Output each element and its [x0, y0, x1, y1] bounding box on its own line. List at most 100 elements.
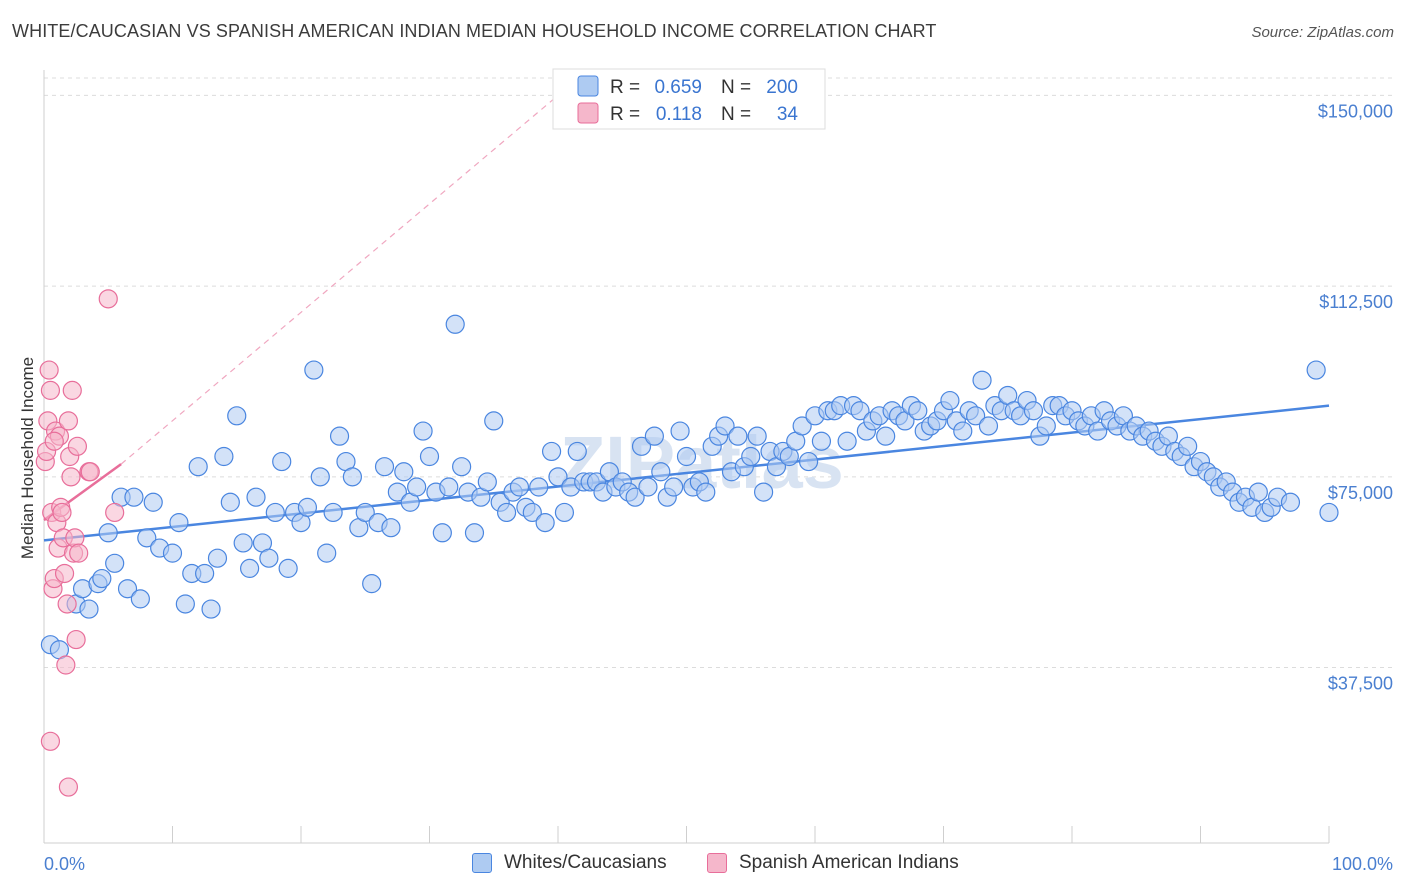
- legend-item-whites[interactable]: Whites/Caucasians: [472, 852, 667, 874]
- spanish-american-indians-point-4: [40, 380, 61, 400]
- whites-point-27: [233, 533, 253, 553]
- stats-swatch-blue: [577, 75, 599, 97]
- whites-point-189: [1280, 492, 1301, 512]
- x-tick-label-0: 0.0%: [44, 854, 85, 874]
- legend-label-spanish-american-indians: Spanish American Indians: [739, 852, 959, 873]
- whites-point-63: [464, 523, 485, 543]
- whites-point-40: [317, 543, 337, 563]
- whites-point-8: [105, 553, 125, 573]
- legend-item-spanish-american-indians[interactable]: Spanish American Indians: [707, 852, 959, 874]
- whites-point-73: [529, 477, 549, 497]
- whites-point-20: [188, 457, 208, 477]
- series-whites-points: [40, 314, 1339, 660]
- spanish-american-indians-point-18: [58, 411, 79, 431]
- spanish-american-indians-point-3: [39, 360, 59, 380]
- whites-point-89: [631, 436, 652, 456]
- whites-point-68: [497, 502, 517, 523]
- stats-n-label-1: N =: [721, 77, 751, 98]
- whites-point-49: [374, 457, 395, 477]
- whites-point-12: [130, 589, 150, 609]
- whites-point-31: [259, 548, 279, 568]
- whites-point-34: [278, 558, 298, 578]
- whites-point-21: [195, 563, 215, 584]
- spanish-american-indians-point-28: [80, 462, 100, 482]
- y-tick-label-0: $37,500: [1328, 674, 1393, 694]
- whites-point-29: [246, 487, 266, 507]
- whites-point-38: [304, 360, 324, 380]
- whites-point-16: [162, 543, 183, 563]
- whites-point-108: [753, 482, 774, 502]
- whites-point-66: [484, 411, 504, 431]
- whites-point-54: [407, 477, 427, 497]
- source-label: Source: ZipAtlas.com: [1251, 24, 1394, 41]
- stats-n-label-2: N =: [721, 104, 751, 125]
- spanish-american-indians-point-30: [105, 502, 125, 523]
- whites-point-142: [972, 370, 992, 390]
- whites-point-55: [413, 421, 433, 441]
- whites-point-56: [419, 446, 440, 467]
- series-spanish-american-indians-points: [35, 289, 125, 797]
- whites-point-18: [175, 594, 195, 614]
- whites-point-33: [272, 451, 292, 472]
- whites-point-22: [201, 599, 221, 619]
- whites-point-7: [98, 523, 118, 543]
- whites-point-37: [297, 497, 318, 517]
- whites-point-60: [445, 314, 465, 334]
- whites-point-11: [124, 487, 144, 507]
- whites-point-127: [876, 426, 896, 446]
- chart-title: WHITE/CAUCASIAN VS SPANISH AMERICAN INDI…: [12, 21, 937, 41]
- whites-point-95: [670, 421, 690, 441]
- whites-point-143: [978, 416, 999, 436]
- spanish-american-indians-point-31: [40, 731, 61, 751]
- trend-lines: [43, 94, 1330, 542]
- whites-point-42: [329, 426, 350, 446]
- whites-point-52: [394, 462, 414, 482]
- whites-point-117: [811, 431, 832, 451]
- whites-point-6: [92, 568, 112, 589]
- stats-r-label-1: R =: [610, 77, 640, 98]
- whites-point-50: [381, 518, 401, 538]
- spanish-american-indians-point-21: [62, 380, 82, 400]
- spanish-american-indians-point-25: [67, 436, 88, 456]
- whites-point-94: [664, 477, 684, 497]
- whites-point-106: [741, 446, 761, 467]
- grid-lines: [44, 77, 1394, 669]
- whites-point-150: [1023, 401, 1044, 421]
- whites-point-152: [1036, 416, 1056, 436]
- whites-point-102: [715, 416, 735, 436]
- whites-point-91: [644, 426, 664, 446]
- stats-n-value-1: 200: [766, 77, 798, 98]
- whites-point-79: [567, 441, 587, 462]
- stats-r-value-1: 0.659: [654, 77, 702, 98]
- whites-point-160: [1088, 421, 1108, 441]
- whites-point-141: [966, 406, 986, 426]
- whites-point-14: [143, 492, 163, 512]
- whites-point-44: [342, 467, 362, 487]
- y-tick-label-3: $150,000: [1318, 101, 1393, 121]
- whites-point-61: [452, 457, 472, 477]
- whites-point-28: [240, 558, 260, 578]
- spanish-american-indians-point-26: [69, 543, 89, 563]
- whites-point-121: [837, 431, 857, 451]
- whites-point-107: [747, 426, 767, 446]
- series-legend: Whites/Caucasians Spanish American India…: [0, 852, 1406, 878]
- whites-point-92: [651, 462, 671, 482]
- whites-point-77: [554, 502, 575, 523]
- y-tick-labels: $37,500 $75,000 $112,500 $150,000: [1318, 101, 1393, 693]
- whites-point-185: [1248, 482, 1268, 502]
- x-tick-label-1: 100.0%: [1332, 854, 1393, 874]
- whites-point-88: [625, 487, 645, 507]
- x-tick-labels: 0.0% 100.0%: [44, 854, 1393, 874]
- whites-point-174: [1178, 436, 1198, 456]
- spanish-american-indians-point-13: [52, 502, 72, 523]
- whites-point-32: [265, 502, 285, 523]
- whites-point-132: [908, 401, 928, 421]
- whites-point-26: [227, 406, 247, 426]
- whites-point-76: [548, 467, 568, 487]
- whites-point-39: [310, 467, 330, 487]
- whites-point-104: [728, 426, 748, 446]
- spanish-american-indians-point-16: [56, 655, 76, 675]
- whites-point-47: [362, 574, 382, 594]
- stats-swatch-pink: [577, 102, 599, 124]
